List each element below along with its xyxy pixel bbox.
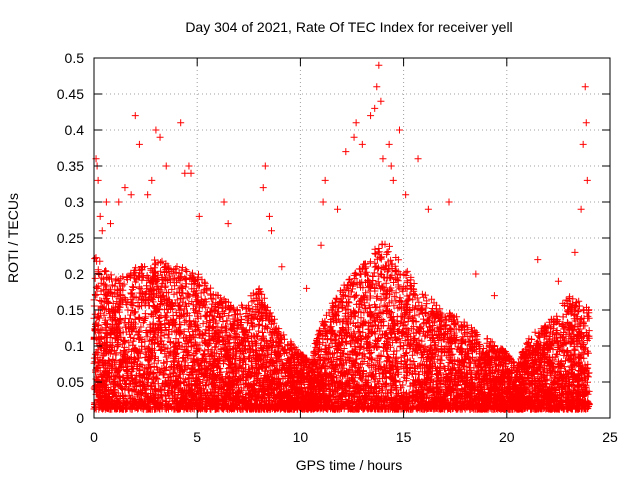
data-point [350,133,358,141]
y-tick-label: 0.25 [57,230,84,246]
data-point [107,220,115,228]
data-point [181,169,189,177]
data-point [131,112,139,120]
y-tick-label: 0.15 [57,302,84,318]
data-point [385,140,393,148]
y-tick-label: 0 [76,410,84,426]
dense-point-markers [90,240,593,413]
data-point [472,270,480,278]
data-point [583,176,591,184]
data-point [371,104,379,112]
data-point [321,176,329,184]
data-point [375,61,383,69]
x-tick-label: 5 [193,429,201,445]
data-point [373,83,381,91]
data-point [94,176,102,184]
data-point [220,198,228,206]
data-point [402,191,410,199]
y-tick-label: 0.35 [57,158,84,174]
data-point [121,184,129,192]
data-point [414,155,422,163]
data-point [554,277,562,285]
data-point [352,119,360,127]
data-point [319,198,327,206]
data-point [395,126,403,134]
x-axis-label: GPS time / hours [296,457,403,473]
axis-ticks [93,57,611,419]
data-point [187,169,195,177]
data-points [90,61,593,413]
data-point [317,241,325,249]
x-tick-label: 0 [90,429,98,445]
data-point [261,162,269,170]
data-point [96,212,104,220]
chart-title: Day 304 of 2021, Rate Of TEC Index for r… [185,19,512,35]
data-point [148,176,156,184]
data-point [387,162,395,170]
data-point [303,284,311,292]
x-tick-label: 20 [499,429,515,445]
data-point [577,205,585,213]
data-point [490,292,498,300]
data-point [579,140,587,148]
data-point [334,205,342,213]
data-point [156,133,164,141]
data-point [278,263,286,271]
data-point [377,97,385,105]
data-point [268,227,276,235]
data-point [195,212,203,220]
y-axis-label: ROTI / TECUs [5,193,21,283]
data-point [162,162,170,170]
data-point [135,140,143,148]
data-point [367,112,375,120]
data-point [177,119,185,127]
data-point [185,162,193,170]
data-point [127,191,135,199]
x-tick-label: 25 [602,429,618,445]
x-tick-label: 10 [293,429,309,445]
data-point [259,184,267,192]
data-point [389,176,397,184]
y-tick-label: 0.05 [57,374,84,390]
y-tick-label: 0.4 [65,122,85,138]
data-point [379,155,387,163]
data-point [582,119,590,127]
data-point [98,227,106,235]
y-tick-label: 0.45 [57,86,84,102]
data-point [424,205,432,213]
data-point [534,256,542,264]
data-point [342,148,350,156]
data-point [224,220,232,228]
x-tick-label: 15 [396,429,412,445]
dense-point-cloud [90,240,593,413]
data-point [581,83,589,91]
data-point [358,140,366,148]
data-point [265,212,273,220]
axis-tick-labels: 0 0.05 0.1 0.15 0.2 0.25 0.3 0.35 0.4 0.45 0.5 0 5 10… [57,50,618,445]
y-tick-label: 0.5 [65,50,85,66]
data-point [115,198,123,206]
data-point [571,248,579,256]
data-point [144,191,152,199]
data-point [102,198,110,206]
data-point [445,198,453,206]
y-tick-label: 0.2 [65,266,85,282]
y-tick-label: 0.3 [65,194,85,210]
data-point [152,126,160,134]
y-tick-label: 0.1 [65,338,85,354]
